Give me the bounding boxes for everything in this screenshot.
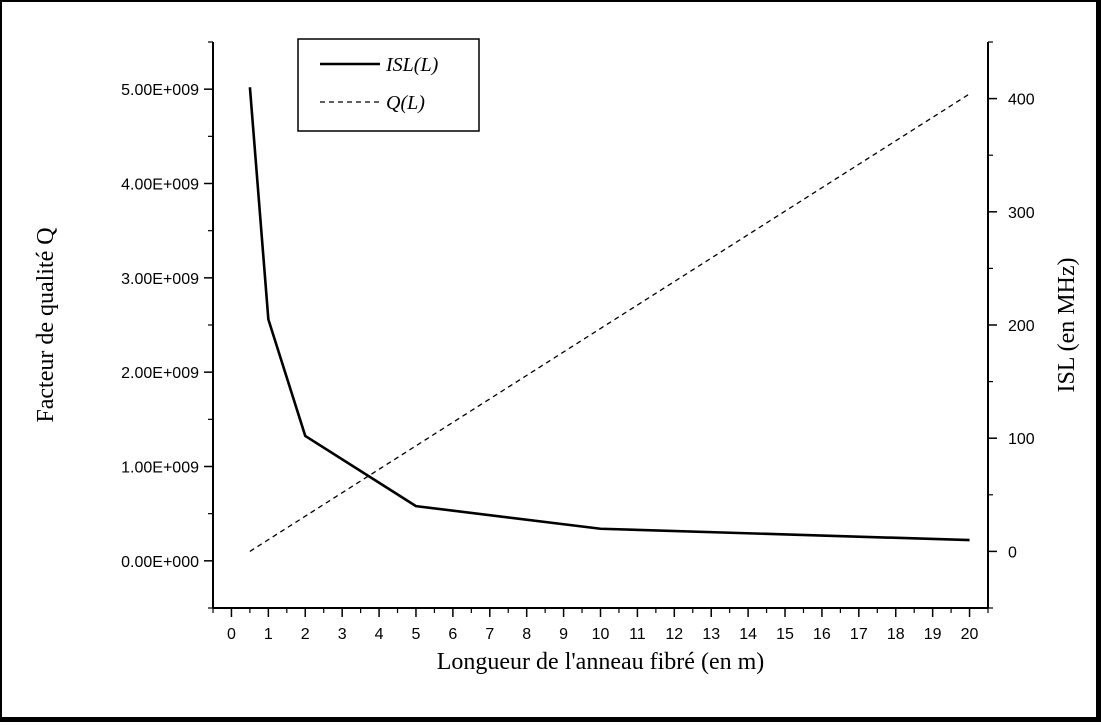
x-tick-label: 9 bbox=[559, 626, 568, 643]
legend-label-1: Q(L) bbox=[386, 92, 425, 114]
y-left-tick-label: 2.00E+009 bbox=[121, 365, 199, 382]
x-tick-label: 0 bbox=[227, 626, 236, 643]
y-left-tick-label: 4.00E+009 bbox=[121, 177, 199, 194]
x-tick-label: 7 bbox=[485, 626, 494, 643]
legend: ISL(L) Q(L) bbox=[297, 38, 480, 132]
series-layer bbox=[248, 87, 970, 552]
y-left-tick-label: 5.00E+009 bbox=[121, 82, 199, 99]
y-right-tick-label: 300 bbox=[1008, 205, 1035, 222]
x-tick-label: 16 bbox=[813, 626, 831, 643]
y-right-tick-label: 0 bbox=[1008, 544, 1017, 561]
series-line-1 bbox=[249, 93, 970, 552]
series-line-0 bbox=[248, 87, 970, 542]
x-tick-label: 13 bbox=[702, 626, 720, 643]
x-tick-label: 3 bbox=[338, 626, 347, 643]
x-tick-label: 19 bbox=[924, 626, 942, 643]
x-tick-label: 4 bbox=[375, 626, 384, 643]
legend-box bbox=[297, 38, 480, 132]
x-tick-label: 12 bbox=[665, 626, 683, 643]
y-right-tick-label: 200 bbox=[1008, 318, 1035, 335]
x-tick-label: 11 bbox=[629, 626, 646, 643]
x-tick-label: 17 bbox=[850, 626, 868, 643]
y-left-tick-label: 3.00E+009 bbox=[121, 271, 199, 288]
legend-label-0: ISL(L) bbox=[385, 54, 439, 76]
x-tick-label: 8 bbox=[522, 626, 531, 643]
x-tick-label: 15 bbox=[776, 626, 794, 643]
x-tick-label: 18 bbox=[887, 626, 905, 643]
x-tick-label: 5 bbox=[412, 626, 421, 643]
x-tick-label: 20 bbox=[961, 626, 979, 643]
x-tick-label: 14 bbox=[739, 626, 757, 643]
y-left-tick-label: 1.00E+009 bbox=[121, 460, 199, 477]
x-axis-title: Longueur de l'anneau fibré (en m) bbox=[437, 649, 765, 675]
y-left-axis-title: Facteur de qualité Q bbox=[33, 227, 59, 422]
y-right-tick-label: 100 bbox=[1008, 431, 1035, 448]
y-right-tick-label: 400 bbox=[1008, 92, 1035, 109]
axes: 0 1 2 3 4 5 6 7 8 9 10 11 12 13 14 15 16 17 18 19 200.00E+00… bbox=[33, 41, 1080, 675]
y-left-tick-label: 0.00E+000 bbox=[121, 554, 199, 571]
x-tick-label: 2 bbox=[301, 626, 310, 643]
x-tick-label: 6 bbox=[448, 626, 457, 643]
x-tick-label: 1 bbox=[264, 626, 273, 643]
x-tick-label: 10 bbox=[592, 626, 610, 643]
y-right-axis-title: ISL (en MHz) bbox=[1054, 257, 1080, 392]
